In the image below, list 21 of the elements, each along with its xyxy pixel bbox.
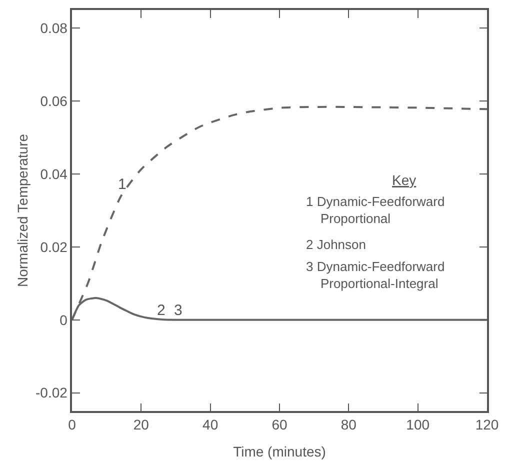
annotation: Key <box>392 172 416 188</box>
y-tick-label: 0 <box>60 312 68 328</box>
x-tick-label: 80 <box>340 416 357 433</box>
x-axis-title: Time (minutes) <box>233 443 326 460</box>
x-tick-label: 40 <box>202 416 218 433</box>
y-tick-label: 0.04 <box>40 166 68 182</box>
x-tick-label: 120 <box>475 416 499 433</box>
y-tick-label: 0.02 <box>40 238 68 255</box>
y-tick-label: 0.06 <box>40 93 68 110</box>
y-axis-title: Normalized Temperature <box>14 134 31 288</box>
annotation: 2 <box>157 302 166 319</box>
x-tick-label: 100 <box>406 416 430 433</box>
annotation: 1 <box>118 176 126 193</box>
y-tick-label: 0.08 <box>40 20 68 36</box>
annotation: 3 <box>174 302 182 319</box>
annotation: 2 Johnson <box>306 237 366 252</box>
annotation: 3 Dynamic-Feedforward Proportional-Integral <box>306 259 445 291</box>
x-tick-label: 60 <box>272 416 288 433</box>
x-tick-label: 20 <box>133 416 150 433</box>
y-tick-label: -0.02 <box>36 384 68 401</box>
annotation: 1 Dynamic-Feedforward Proportional <box>306 194 445 226</box>
